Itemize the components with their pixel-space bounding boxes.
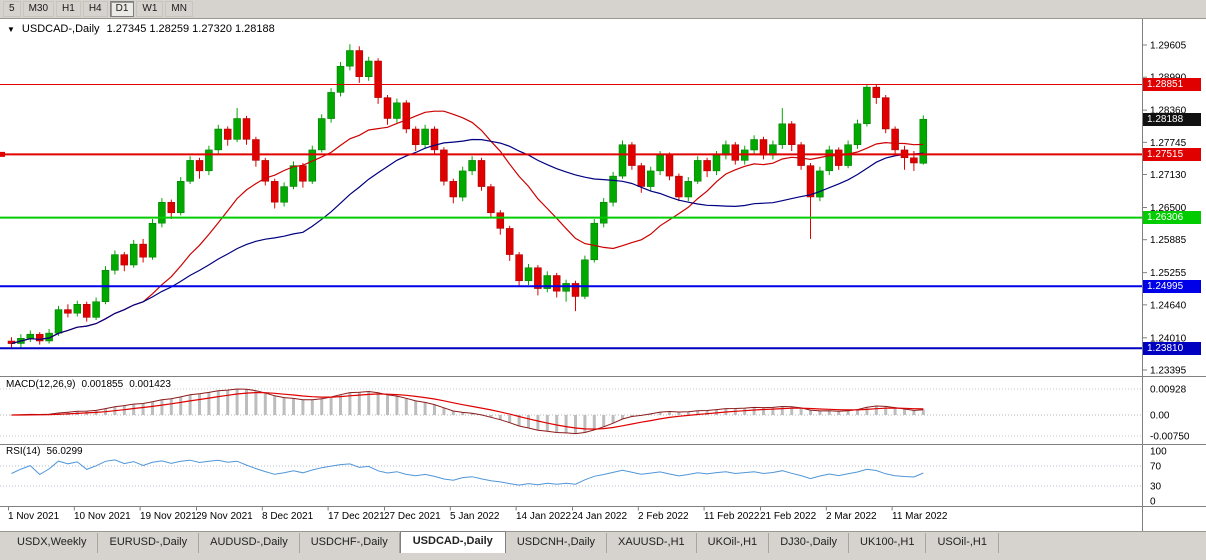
rsi-value: 56.0299	[46, 446, 83, 457]
date-label: 1 Nov 2021	[8, 511, 60, 522]
price-level-badge: 1.28851	[1143, 78, 1201, 91]
macd-main-value: 0.001855	[81, 379, 124, 390]
tab-ukoil-h1[interactable]: UKOil-,H1	[697, 533, 770, 553]
date-label: 5 Jan 2022	[450, 511, 500, 522]
timeframe-button-5[interactable]: 5	[3, 1, 21, 17]
price-level-badge: 1.24995	[1143, 280, 1201, 293]
svg-text:30: 30	[1150, 482, 1162, 493]
tab-dj30-daily[interactable]: DJ30-,Daily	[769, 533, 850, 553]
rsi-line	[11, 459, 924, 486]
rsi-name: RSI(14)	[6, 446, 41, 457]
svg-text:1.25255: 1.25255	[1150, 268, 1187, 279]
date-label: 11 Feb 2022	[704, 511, 760, 522]
tab-eurusd-daily[interactable]: EURUSD-,Daily	[98, 533, 200, 553]
timeframe-button-D1[interactable]: D1	[109, 1, 135, 17]
macd-indicator-label: MACD(12,26,9) 0.001855 0.001423	[6, 379, 171, 390]
timeframe-button-H1[interactable]: H1	[56, 1, 81, 17]
chart-menu-icon[interactable]: ▼	[7, 24, 15, 34]
date-label: 14 Jan 2022	[516, 511, 572, 522]
timeframe-button-W1[interactable]: W1	[136, 1, 164, 17]
svg-text:0.00928: 0.00928	[1150, 385, 1187, 396]
tab-uk100-h1[interactable]: UK100-,H1	[849, 533, 927, 553]
tab-usdchf-daily[interactable]: USDCHF-,Daily	[300, 533, 400, 553]
svg-text:1.28360: 1.28360	[1150, 106, 1187, 117]
date-label: 19 Nov 2021	[140, 511, 197, 522]
rsi-indicator-label: RSI(14) 56.0299	[6, 446, 83, 457]
tab-usdx-weekly[interactable]: USDX,Weekly	[6, 533, 99, 553]
svg-text:100: 100	[1150, 447, 1167, 458]
svg-text:0: 0	[1150, 497, 1156, 508]
hline-handle[interactable]	[0, 151, 5, 157]
date-label: 27 Dec 2021	[384, 511, 441, 522]
macd-main-line	[11, 388, 924, 435]
chart-tabs: USDX,Weekly EURUSD-,Daily AUDUSD-,Daily USD…	[0, 531, 1206, 553]
chart-canvas[interactable]: 1.296051.289901.283601.277451.271301.265…	[0, 19, 1206, 531]
tab-usoil-h1[interactable]: USOil-,H1	[926, 533, 999, 553]
timeframe-button-M30[interactable]: M30	[22, 1, 55, 17]
svg-text:1.27130: 1.27130	[1150, 170, 1187, 181]
svg-text:1.23395: 1.23395	[1150, 366, 1187, 377]
svg-text:1.27745: 1.27745	[1150, 138, 1187, 149]
timeframe-button-H4[interactable]: H4	[82, 1, 108, 17]
svg-text:1.25885: 1.25885	[1150, 235, 1187, 246]
price-level-badge: 1.27515	[1143, 148, 1201, 161]
macd-signal-line	[11, 391, 924, 430]
timeframe-toolbar: 5 M30 H1 H4 D1 W1 MN	[0, 0, 1206, 19]
svg-text:70: 70	[1150, 462, 1162, 473]
tab-usdcad-daily[interactable]: USDCAD-,Daily	[399, 531, 506, 553]
chart-ohlc-values: 1.27345 1.28259 1.27320 1.28188	[106, 23, 275, 35]
macd-signal-value: 0.001423	[129, 379, 171, 390]
date-label: 8 Dec 2021	[262, 511, 314, 522]
chart-symbol-period: USDCAD-,Daily	[21, 23, 100, 35]
date-label: 11 Mar 2022	[892, 511, 948, 522]
svg-text:1.29605: 1.29605	[1150, 41, 1187, 52]
svg-text:-0.00750: -0.00750	[1150, 432, 1190, 443]
ma-line-15	[11, 110, 924, 345]
svg-text:1.24010: 1.24010	[1150, 333, 1187, 344]
date-label: 2 Feb 2022	[638, 511, 689, 522]
price-level-badge: 1.26306	[1143, 211, 1201, 224]
macd-histogram	[10, 389, 925, 434]
candles	[7, 44, 928, 349]
svg-text:1.26500: 1.26500	[1150, 203, 1187, 214]
ma-line-32	[11, 138, 924, 345]
svg-text:0.00: 0.00	[1150, 411, 1170, 422]
current-price-badge: 1.28188	[1143, 113, 1201, 126]
date-label: 17 Dec 2021	[328, 511, 385, 522]
svg-text:1.24640: 1.24640	[1150, 300, 1187, 311]
date-label: 24 Jan 2022	[572, 511, 628, 522]
price-level-badge: 1.23810	[1143, 342, 1201, 355]
tab-audusd-daily[interactable]: AUDUSD-,Daily	[199, 533, 300, 553]
date-label: 10 Nov 2021	[74, 511, 131, 522]
chart-title: ▼ USDCAD-,Daily 1.27345 1.28259 1.27320 …	[7, 23, 275, 35]
macd-name: MACD(12,26,9)	[6, 379, 76, 390]
tab-xauusd-h1[interactable]: XAUUSD-,H1	[607, 533, 697, 553]
tab-usdcnh-daily[interactable]: USDCNH-,Daily	[506, 533, 608, 553]
date-label: 2 Mar 2022	[826, 511, 877, 522]
date-axis[interactable]: 1 Nov 2021 10 Nov 2021 19 Nov 2021 29 Nov 2…	[0, 508, 1206, 530]
timeframe-button-MN[interactable]: MN	[165, 1, 193, 17]
date-label: 21 Feb 2022	[760, 511, 817, 522]
date-label: 29 Nov 2021	[196, 511, 253, 522]
